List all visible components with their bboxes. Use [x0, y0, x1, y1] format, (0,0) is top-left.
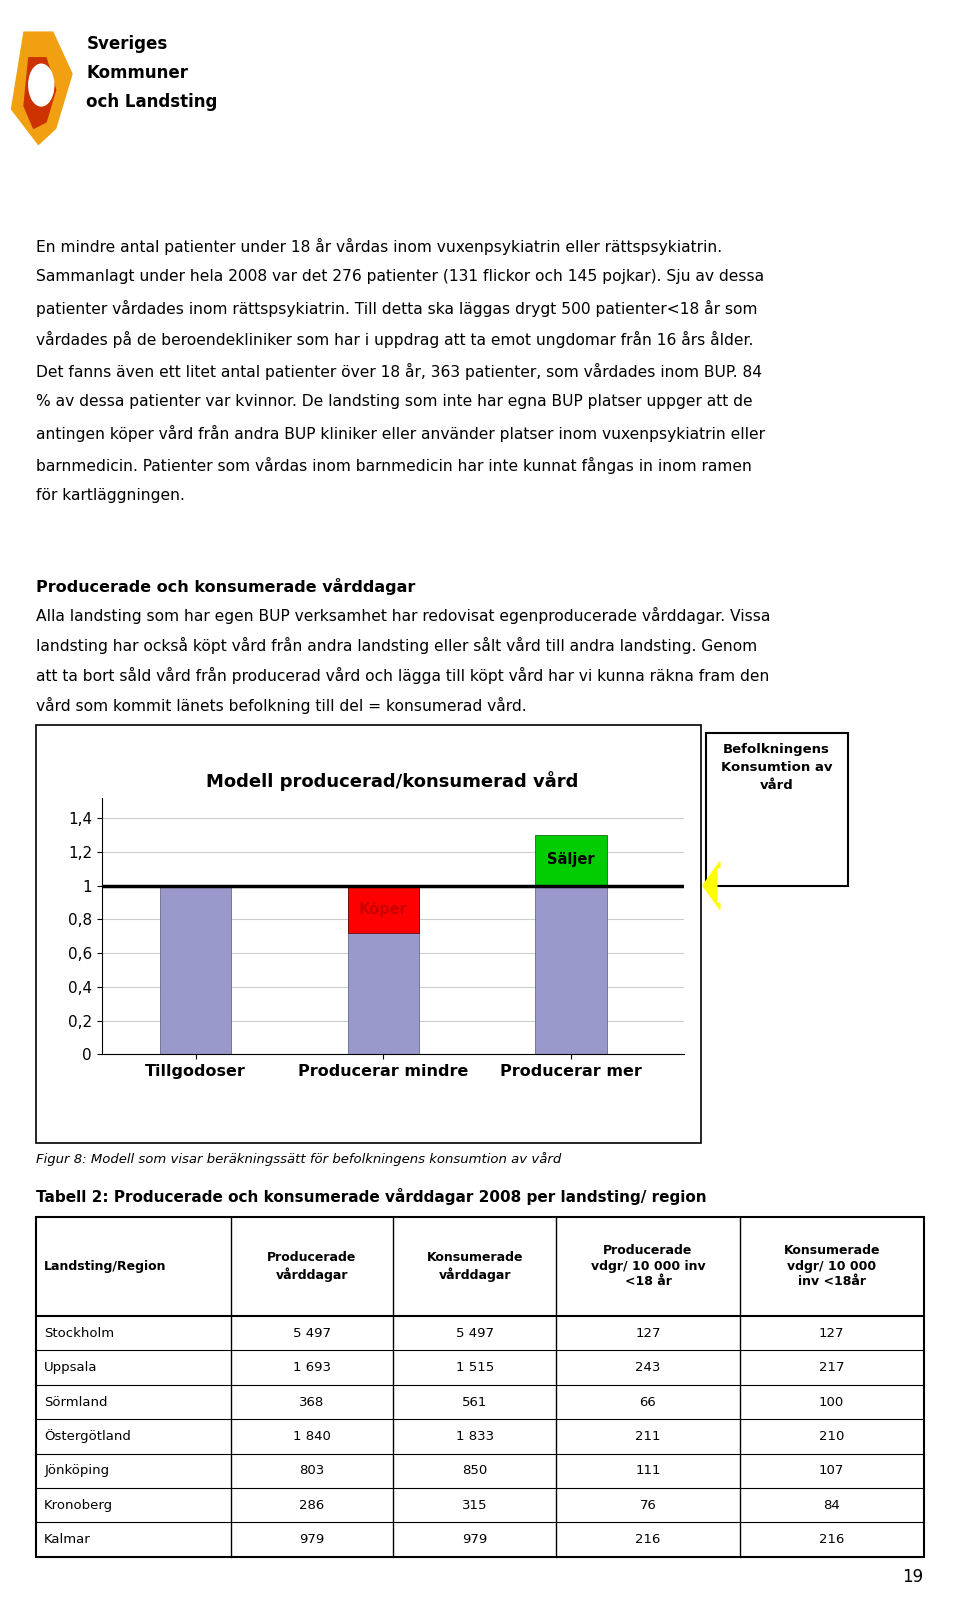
- Text: 979: 979: [300, 1533, 324, 1546]
- Bar: [36, 1217, 924, 1557]
- Text: Kalmar: Kalmar: [44, 1533, 91, 1546]
- Text: 76: 76: [639, 1499, 657, 1512]
- Bar: [160, 886, 231, 1054]
- Text: Sörmland: Sörmland: [44, 1396, 108, 1409]
- Text: och Landsting: och Landsting: [86, 93, 218, 111]
- Text: 1 840: 1 840: [293, 1430, 331, 1443]
- Text: landsting har också köpt vård från andra landsting eller sålt vård till andra la: landsting har också köpt vård från andra…: [36, 637, 757, 653]
- FancyArrow shape: [703, 862, 720, 910]
- Text: 286: 286: [300, 1499, 324, 1512]
- Text: att ta bort såld vård från producerad vård och lägga till köpt vård har vi kunna: att ta bort såld vård från producerad vå…: [36, 668, 770, 684]
- Text: 210: 210: [819, 1430, 845, 1443]
- Text: Konsumerade
vårddagar: Konsumerade vårddagar: [426, 1252, 523, 1281]
- Text: 217: 217: [819, 1361, 845, 1374]
- Text: Konsumerade
vdgr/ 10 000
inv <18år: Konsumerade vdgr/ 10 000 inv <18år: [783, 1244, 880, 1289]
- Text: Landsting/Region: Landsting/Region: [44, 1260, 167, 1273]
- Text: Producerade
vårddagar: Producerade vårddagar: [267, 1252, 357, 1281]
- Text: 243: 243: [636, 1361, 660, 1374]
- Text: Det fanns även ett litet antal patienter över 18 år, 363 patienter, som vårdades: Det fanns även ett litet antal patienter…: [36, 363, 762, 380]
- Text: En mindre antal patienter under 18 år vårdas inom vuxenpsykiatrin eller rättspsy: En mindre antal patienter under 18 år vå…: [36, 238, 723, 255]
- Text: Tabell 2: Producerade och konsumerade vårddagar 2008 per landsting/ region: Tabell 2: Producerade och konsumerade vå…: [36, 1188, 708, 1205]
- Text: 368: 368: [300, 1396, 324, 1409]
- Text: 107: 107: [819, 1464, 845, 1477]
- Text: Kronoberg: Kronoberg: [44, 1499, 113, 1512]
- Text: Sveriges: Sveriges: [86, 35, 168, 53]
- Text: 216: 216: [636, 1533, 660, 1546]
- Text: antingen köper vård från andra BUP kliniker eller använder platser inom vuxenpsy: antingen köper vård från andra BUP klini…: [36, 425, 765, 443]
- Bar: [706, 733, 848, 886]
- Text: Stockholm: Stockholm: [44, 1327, 114, 1340]
- Polygon shape: [24, 58, 56, 128]
- Text: Sammanlagt under hela 2008 var det 276 patienter (131 flickor och 145 pojkar). S: Sammanlagt under hela 2008 var det 276 p…: [36, 268, 764, 284]
- Text: 127: 127: [636, 1327, 660, 1340]
- Text: 111: 111: [636, 1464, 660, 1477]
- Text: för kartläggningen.: för kartläggningen.: [36, 488, 185, 502]
- Text: Alla landsting som har egen BUP verksamhet har redovisat egenproducerade vårddag: Alla landsting som har egen BUP verksamh…: [36, 607, 771, 624]
- Text: 127: 127: [819, 1327, 845, 1340]
- Polygon shape: [12, 32, 72, 144]
- Text: 979: 979: [462, 1533, 488, 1546]
- Text: 211: 211: [636, 1430, 660, 1443]
- Text: 216: 216: [819, 1533, 845, 1546]
- Text: 1 693: 1 693: [293, 1361, 331, 1374]
- Text: 315: 315: [462, 1499, 488, 1512]
- Text: 100: 100: [819, 1396, 844, 1409]
- Text: barnmedicin. Patienter som vårdas inom barnmedicin har inte kunnat fångas in ino: barnmedicin. Patienter som vårdas inom b…: [36, 456, 753, 473]
- Text: patienter vårdades inom rättspsykiatrin. Till detta ska läggas drygt 500 patient: patienter vårdades inom rättspsykiatrin.…: [36, 300, 758, 318]
- Text: 84: 84: [824, 1499, 840, 1512]
- Bar: [348, 886, 419, 933]
- Text: Kommuner: Kommuner: [86, 64, 188, 82]
- Text: 19: 19: [902, 1568, 924, 1586]
- Text: Befolkningens
Konsumtion av
vård: Befolkningens Konsumtion av vård: [721, 743, 832, 793]
- Text: Jönköping: Jönköping: [44, 1464, 109, 1477]
- Text: 803: 803: [300, 1464, 324, 1477]
- Text: 5 497: 5 497: [456, 1327, 493, 1340]
- Text: 1 833: 1 833: [456, 1430, 493, 1443]
- Text: Producerade och konsumerade vårddagar: Producerade och konsumerade vårddagar: [36, 578, 416, 595]
- Text: Säljer: Säljer: [547, 852, 595, 867]
- Text: % av dessa patienter var kvinnor. De landsting som inte har egna BUP platser upp: % av dessa patienter var kvinnor. De lan…: [36, 395, 753, 409]
- Text: 5 497: 5 497: [293, 1327, 331, 1340]
- Bar: [536, 835, 607, 886]
- Text: Köper: Köper: [359, 902, 408, 916]
- Text: 561: 561: [462, 1396, 488, 1409]
- Text: vård som kommit länets befolkning till del = konsumerad vård.: vård som kommit länets befolkning till d…: [36, 697, 527, 714]
- Title: Modell producerad/konsumerad vård: Modell producerad/konsumerad vård: [206, 770, 579, 791]
- Bar: [536, 886, 607, 1054]
- Text: 1 515: 1 515: [456, 1361, 493, 1374]
- Text: vårdades på de beroendekliniker som har i uppdrag att ta emot ungdomar från 16 å: vårdades på de beroendekliniker som har …: [36, 332, 754, 348]
- Bar: [348, 886, 419, 1054]
- Text: Uppsala: Uppsala: [44, 1361, 98, 1374]
- Text: Figur 8: Modell som visar beräkningssätt för befolkningens konsumtion av vård: Figur 8: Modell som visar beräkningssätt…: [36, 1152, 562, 1167]
- Text: 850: 850: [462, 1464, 488, 1477]
- Circle shape: [29, 64, 54, 106]
- Text: 66: 66: [639, 1396, 657, 1409]
- Text: Östergötland: Östergötland: [44, 1430, 131, 1443]
- Bar: [36, 725, 701, 1143]
- Text: Producerade
vdgr/ 10 000 inv
<18 år: Producerade vdgr/ 10 000 inv <18 år: [590, 1244, 706, 1289]
